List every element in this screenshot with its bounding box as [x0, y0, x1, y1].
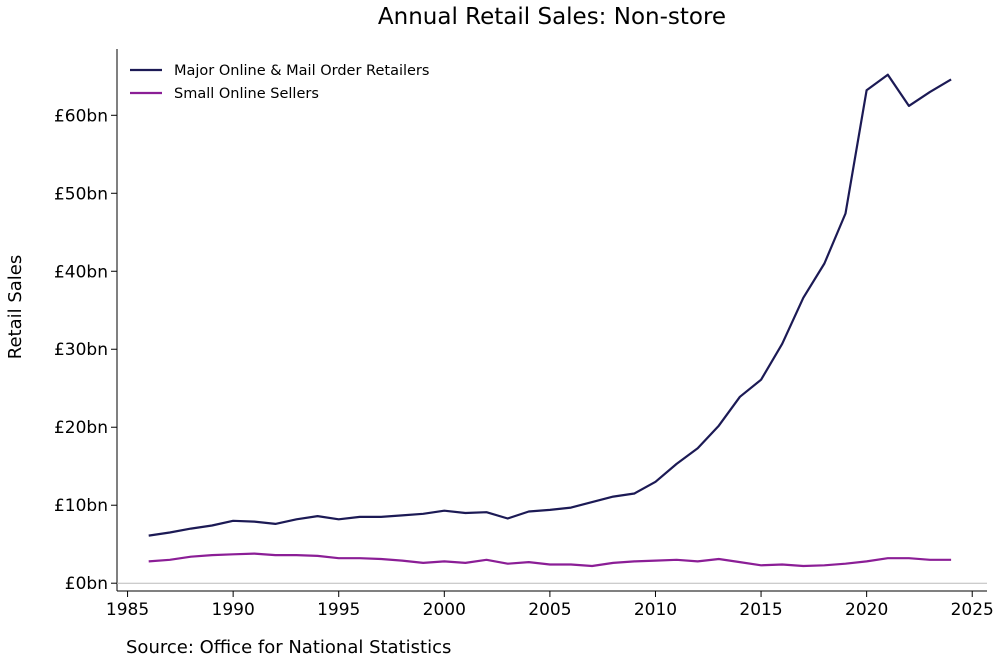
x-tick-label: 2015	[739, 600, 782, 620]
axis-ticks: 1985 1990 1995 2000 2005 2010 2015 2020 2025 £0bn…	[54, 106, 994, 620]
y-tick-label: £50bn	[54, 184, 108, 204]
x-tick-label: 2020	[845, 600, 888, 620]
y-tick-label: £40bn	[54, 262, 108, 282]
legend[interactable]: Major Online & Mail Order Retailers Small…	[130, 63, 429, 102]
x-tick-label: 1985	[106, 600, 149, 620]
series-line-2	[148, 552, 952, 568]
x-tick-label: 2010	[634, 600, 677, 620]
chart-title: Annual Retail Sales: Non-store	[377, 4, 727, 30]
source-note: Source: Office for National Statistics	[126, 637, 452, 658]
x-tick-label: 1990	[212, 600, 255, 620]
y-tick-label: £30bn	[54, 340, 108, 360]
y-tick-label: £0bn	[65, 574, 108, 594]
y-tick-label: £10bn	[54, 496, 108, 516]
y-axis-title: Retail Sales	[5, 255, 26, 360]
y-tick-label: £20bn	[54, 418, 108, 438]
series-lines	[148, 73, 952, 568]
axes	[116, 49, 987, 592]
x-tick-label: 2025	[951, 600, 994, 620]
x-tick-label: 2000	[423, 600, 466, 620]
legend-label-2: Small Online Sellers	[174, 86, 319, 102]
series-line-1	[148, 73, 952, 537]
legend-label-1: Major Online & Mail Order Retailers	[174, 63, 429, 79]
x-tick-label: 1995	[317, 600, 360, 620]
x-tick-label: 2005	[528, 600, 571, 620]
y-tick-label: £60bn	[54, 106, 108, 126]
